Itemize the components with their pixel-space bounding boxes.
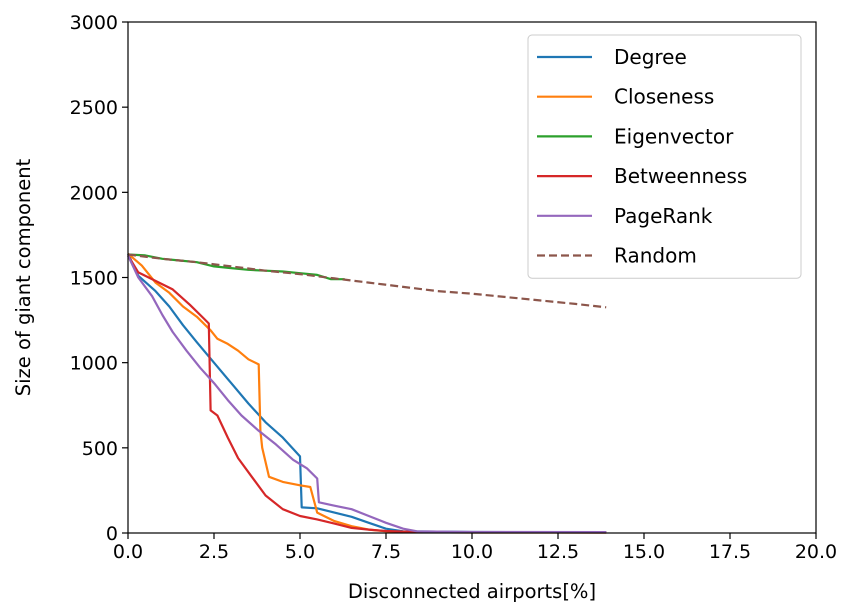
legend-label-degree: Degree [614, 45, 687, 69]
y-tick-label: 3000 [70, 12, 118, 34]
x-tick-label: 2.5 [199, 541, 229, 563]
legend-box [527, 34, 802, 279]
series-line-closeness [127, 252, 607, 534]
x-tick-label: 5.0 [285, 541, 315, 563]
y-axis: 0 500 1000 1500 2000 2500 3000 [70, 12, 128, 545]
series-line-degree [127, 253, 607, 534]
y-tick-label: 500 [82, 438, 118, 460]
x-axis: 0.0 2.5 5.0 7.5 10.0 12.5 15.0 17.5 20.0 [113, 533, 837, 563]
x-axis-label: Disconnected airports[%] [348, 580, 596, 603]
y-tick-label: 2500 [70, 97, 118, 119]
y-tick-label: 2000 [70, 182, 118, 204]
legend-label-random: Random [614, 244, 697, 268]
y-tick-label: 0 [106, 523, 118, 545]
y-tick-label: 1000 [70, 353, 118, 375]
legend-label-betweenness: Betweenness [614, 164, 747, 188]
series-line-pagerank [127, 254, 607, 534]
x-tick-label: 15.0 [623, 541, 665, 563]
x-tick-label: 12.5 [537, 541, 579, 563]
x-tick-label: 20.0 [795, 541, 837, 563]
series-line-random [127, 253, 607, 309]
y-axis-label: Size of giant component [12, 158, 35, 396]
legend: Degree Closeness Eigenvector Betweenness Pag… [527, 34, 802, 279]
x-tick-label: 7.5 [371, 541, 401, 563]
legend-label-closeness: Closeness [614, 85, 714, 109]
legend-label-eigenvector: Eigenvector [614, 124, 734, 148]
x-tick-label: 17.5 [709, 541, 751, 563]
y-tick-label: 1500 [70, 268, 118, 290]
x-tick-label: 0.0 [113, 541, 143, 563]
legend-label-pagerank: PageRank [614, 204, 713, 228]
series-line-betweenness [127, 254, 607, 534]
plot-series [127, 252, 607, 534]
x-tick-label: 10.0 [451, 541, 493, 563]
